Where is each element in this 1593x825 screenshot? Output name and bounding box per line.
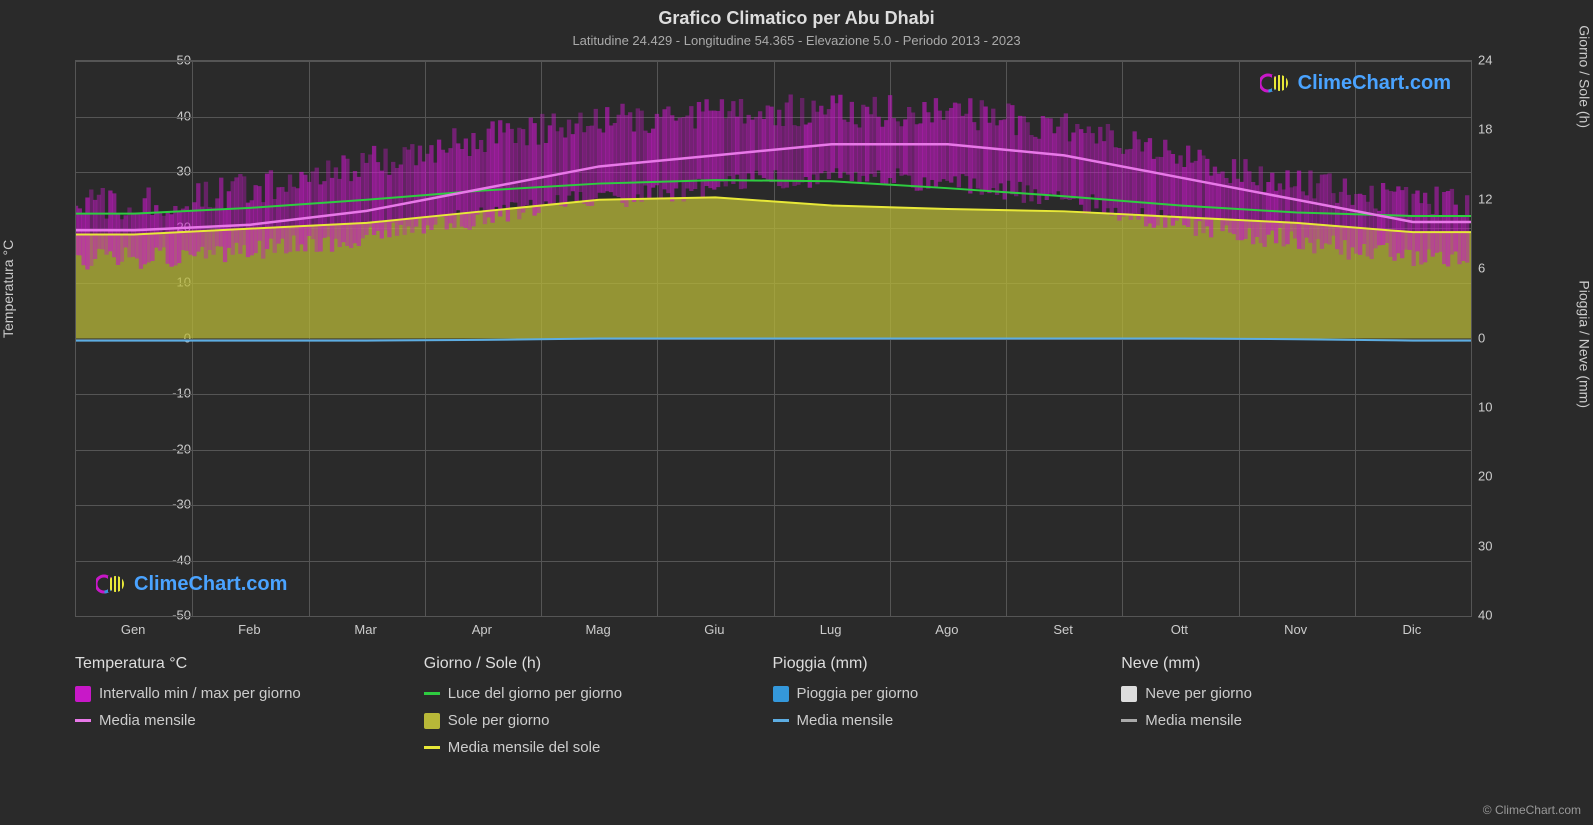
copyright: © ClimeChart.com (1483, 803, 1581, 817)
data-layer (76, 61, 1471, 616)
rain-mean-line (76, 339, 1471, 341)
legend-swatch-icon (773, 686, 789, 702)
x-tick-month: Lug (820, 622, 842, 637)
legend-item: Media mensile (75, 712, 424, 729)
plot-area: ClimeChart.com ClimeChart.com (75, 60, 1472, 617)
legend-item: Luce del giorno per giorno (424, 685, 773, 702)
x-tick-month: Ago (935, 622, 958, 637)
x-tick-month: Feb (238, 622, 260, 637)
legend-item: Neve per giorno (1121, 685, 1470, 702)
legend-swatch-icon (75, 686, 91, 702)
legend-label: Media mensile (1145, 712, 1242, 729)
legend-label: Media mensile del sole (448, 739, 601, 756)
legend-label: Intervallo min / max per giorno (99, 685, 301, 702)
legend: Temperatura °C Intervallo min / max per … (75, 655, 1470, 766)
y-tick-right: 30 (1478, 538, 1492, 553)
x-tick-month: Gen (121, 622, 146, 637)
legend-line-icon (424, 692, 440, 695)
legend-header: Giorno / Sole (h) (424, 655, 773, 673)
legend-header: Pioggia (mm) (773, 655, 1122, 673)
legend-col-snow: Neve (mm) Neve per giorno Media mensile (1121, 655, 1470, 766)
chart-subtitle: Latitudine 24.429 - Longitudine 54.365 -… (0, 29, 1593, 48)
legend-item: Sole per giorno (424, 712, 773, 729)
watermark-top: ClimeChart.com (1260, 71, 1451, 95)
legend-line-icon (1121, 719, 1137, 722)
legend-header: Neve (mm) (1121, 655, 1470, 673)
y-axis-right-label-precip: Pioggia / Neve (mm) (1577, 280, 1593, 408)
x-tick-month: Dic (1402, 622, 1421, 637)
y-tick-right: 18 (1478, 122, 1492, 137)
y-axis-right-label-daylight: Giorno / Sole (h) (1577, 25, 1593, 128)
x-tick-month: Apr (472, 622, 492, 637)
y-tick-right: 10 (1478, 399, 1492, 414)
y-tick-right: 12 (1478, 191, 1492, 206)
x-tick-month: Ott (1171, 622, 1188, 637)
y-tick-right: 0 (1478, 330, 1485, 345)
x-tick-month: Mar (354, 622, 376, 637)
y-tick-right: 40 (1478, 608, 1492, 623)
legend-line-icon (424, 746, 440, 749)
legend-label: Pioggia per giorno (797, 685, 919, 702)
y-tick-right: 24 (1478, 53, 1492, 68)
legend-item: Media mensile del sole (424, 739, 773, 756)
legend-item: Media mensile (1121, 712, 1470, 729)
legend-col-rain: Pioggia (mm) Pioggia per giorno Media men… (773, 655, 1122, 766)
legend-header: Temperatura °C (75, 655, 424, 673)
legend-item: Intervallo min / max per giorno (75, 685, 424, 702)
legend-line-icon (773, 719, 789, 722)
legend-line-icon (75, 719, 91, 722)
legend-col-temperature: Temperatura °C Intervallo min / max per … (75, 655, 424, 766)
x-tick-month: Nov (1284, 622, 1307, 637)
legend-label: Sole per giorno (448, 712, 550, 729)
watermark-text: ClimeChart.com (134, 573, 287, 596)
climate-chart: Grafico Climatico per Abu Dhabi Latitudi… (0, 0, 1593, 825)
x-tick-month: Set (1053, 622, 1073, 637)
chart-title: Grafico Climatico per Abu Dhabi (0, 0, 1593, 29)
logo-icon (1260, 71, 1292, 95)
legend-label: Media mensile (99, 712, 196, 729)
y-tick-right: 20 (1478, 469, 1492, 484)
y-tick-right: 6 (1478, 261, 1485, 276)
watermark-text: ClimeChart.com (1298, 72, 1451, 95)
y-axis-left-label: Temperatura °C (0, 240, 16, 338)
legend-col-daylight: Giorno / Sole (h) Luce del giorno per gi… (424, 655, 773, 766)
legend-label: Luce del giorno per giorno (448, 685, 622, 702)
legend-item: Pioggia per giorno (773, 685, 1122, 702)
legend-item: Media mensile (773, 712, 1122, 729)
legend-label: Media mensile (797, 712, 894, 729)
x-tick-month: Mag (585, 622, 610, 637)
legend-label: Neve per giorno (1145, 685, 1252, 702)
legend-swatch-icon (424, 713, 440, 729)
watermark-bottom: ClimeChart.com (96, 572, 287, 596)
logo-icon (96, 572, 128, 596)
x-tick-month: Giu (704, 622, 724, 637)
legend-swatch-icon (1121, 686, 1137, 702)
